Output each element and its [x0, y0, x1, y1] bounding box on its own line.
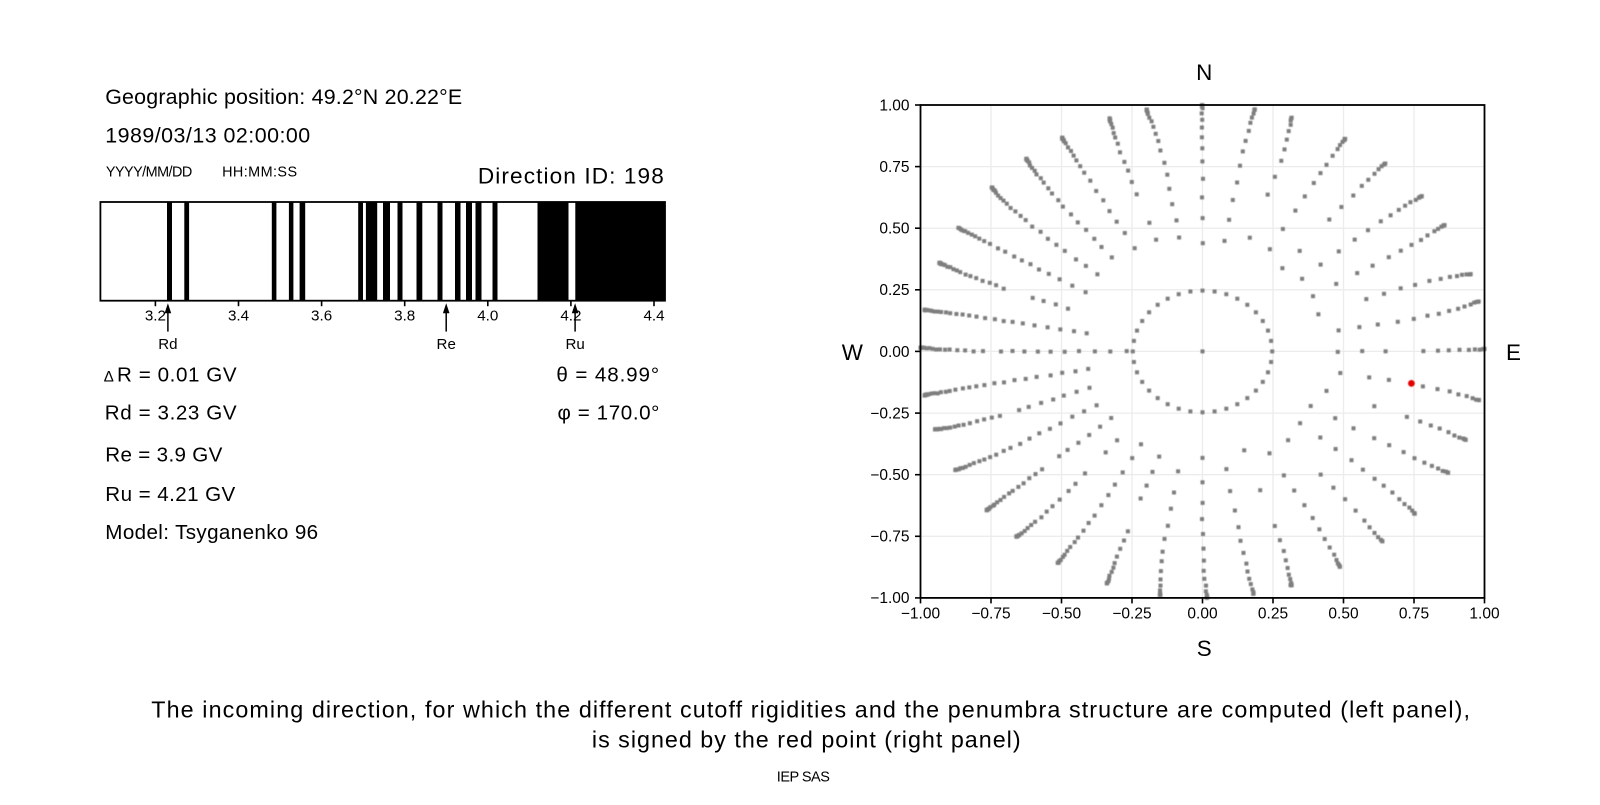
- svg-text:0.75: 0.75: [879, 159, 909, 176]
- svg-text:−0.75: −0.75: [870, 529, 909, 546]
- svg-text:4.2: 4.2: [560, 308, 581, 325]
- svg-text:φ = 170.0°: φ = 170.0°: [558, 402, 661, 425]
- svg-text:Rd: Rd: [158, 336, 177, 353]
- svg-text:1.00: 1.00: [879, 97, 910, 114]
- svg-text:Ru = 4.21 GV: Ru = 4.21 GV: [105, 483, 235, 506]
- svg-text:0.50: 0.50: [879, 221, 910, 238]
- svg-text:is signed by the red point (ri: is signed by the red point (right panel): [592, 727, 1022, 753]
- svg-text:0.00: 0.00: [879, 344, 910, 361]
- svg-text:Direction ID: 198: Direction ID: 198: [478, 164, 665, 189]
- svg-text:Re = 3.9 GV: Re = 3.9 GV: [105, 444, 222, 467]
- svg-text:3.6: 3.6: [311, 308, 332, 325]
- svg-text:IEP SAS: IEP SAS: [777, 770, 830, 786]
- svg-text:Re: Re: [437, 336, 456, 353]
- svg-text:∆: ∆: [104, 368, 114, 385]
- svg-text:3.8: 3.8: [394, 308, 415, 325]
- svg-text:W: W: [842, 340, 864, 365]
- svg-text:−0.50: −0.50: [870, 467, 910, 484]
- svg-text:3.4: 3.4: [228, 308, 249, 325]
- svg-text:The incoming direction, for wh: The incoming direction, for which the di…: [151, 696, 1471, 722]
- svg-text:HH:MM:SS: HH:MM:SS: [222, 164, 297, 180]
- svg-text:Model: Tsyganenko 96: Model: Tsyganenko 96: [105, 521, 318, 544]
- svg-text:1.00: 1.00: [1469, 606, 1500, 623]
- svg-text:θ = 48.99°: θ = 48.99°: [556, 364, 660, 387]
- svg-text:4.4: 4.4: [643, 308, 664, 325]
- svg-text:0.75: 0.75: [1399, 606, 1429, 623]
- svg-text:R = 0.01 GV: R = 0.01 GV: [117, 364, 237, 387]
- svg-text:N: N: [1196, 60, 1212, 85]
- svg-text:−1.00: −1.00: [870, 590, 910, 607]
- svg-text:0.50: 0.50: [1328, 606, 1359, 623]
- svg-text:Rd = 3.23 GV: Rd = 3.23 GV: [105, 402, 237, 425]
- svg-text:E: E: [1506, 340, 1521, 365]
- svg-text:0.00: 0.00: [1187, 606, 1218, 623]
- svg-text:Geographic position: 49.2°N 20: Geographic position: 49.2°N 20.22°E: [105, 85, 462, 109]
- svg-text:−0.25: −0.25: [870, 405, 909, 422]
- svg-text:1989/03/13 02:00:00: 1989/03/13 02:00:00: [105, 124, 311, 148]
- svg-text:3.2: 3.2: [145, 308, 166, 325]
- svg-text:4.0: 4.0: [477, 308, 498, 325]
- svg-text:S: S: [1197, 636, 1212, 661]
- svg-text:YYYY/MM/DD: YYYY/MM/DD: [106, 164, 192, 180]
- svg-text:−0.50: −0.50: [1042, 606, 1082, 623]
- svg-text:Ru: Ru: [565, 336, 584, 353]
- svg-text:−0.25: −0.25: [1112, 606, 1151, 623]
- svg-text:0.25: 0.25: [1258, 606, 1288, 623]
- svg-text:−1.00: −1.00: [901, 606, 941, 623]
- svg-text:−0.75: −0.75: [971, 606, 1010, 623]
- svg-text:0.25: 0.25: [879, 282, 909, 299]
